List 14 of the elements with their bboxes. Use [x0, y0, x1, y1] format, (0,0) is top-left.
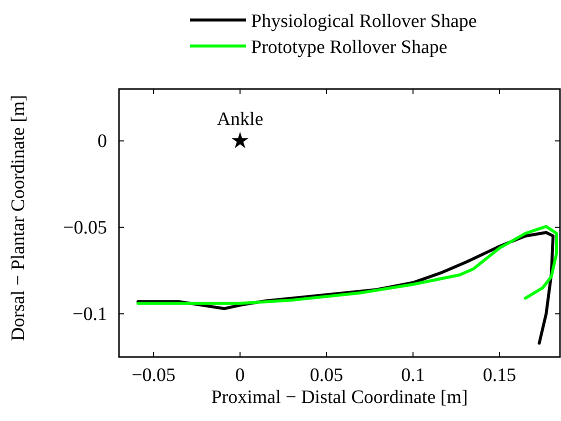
x-tick-label: −0.05 — [132, 365, 176, 386]
x-tick-label: 0 — [235, 365, 245, 386]
x-tick-label: 0.1 — [401, 365, 425, 386]
x-tick-label: 0.05 — [310, 365, 344, 386]
legend-label: Prototype Rollover Shape — [251, 37, 448, 58]
y-tick-label: −0.05 — [63, 217, 107, 238]
x-axis-title: Proximal − Distal Coordinate [m] — [211, 387, 468, 408]
x-tick-label: 0.15 — [482, 365, 516, 386]
y-tick-label: −0.1 — [72, 304, 107, 325]
legend-label: Physiological Rollover Shape — [251, 11, 477, 32]
y-tick-label: 0 — [98, 130, 107, 152]
y-axis-title: Dorsal − Plantar Coordinate [m] — [8, 94, 29, 342]
annotation: Ankle — [216, 108, 264, 130]
line-series — [136, 224, 558, 305]
